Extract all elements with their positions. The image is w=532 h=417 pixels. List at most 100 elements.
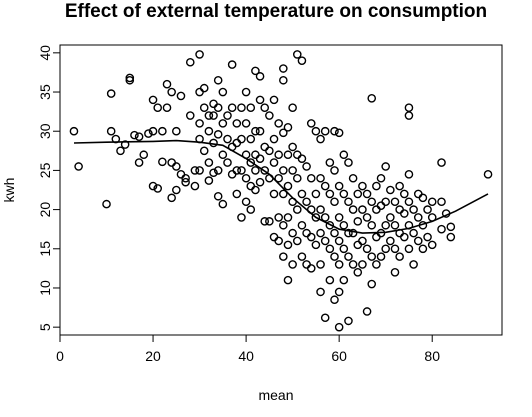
data-point-69 xyxy=(227,170,237,179)
data-point-211 xyxy=(362,244,372,254)
data-point-204 xyxy=(353,267,363,277)
data-point-47 xyxy=(204,126,214,136)
data-point-218 xyxy=(372,181,381,191)
data-point-206 xyxy=(358,205,367,214)
y-axis-label: kwh xyxy=(1,178,17,203)
data-point-215 xyxy=(367,220,377,230)
data-point-162 xyxy=(316,260,325,269)
data-point-237 xyxy=(395,181,404,191)
data-point-175 xyxy=(330,166,339,175)
data-point-84 xyxy=(246,134,256,144)
data-point-6 xyxy=(116,146,125,156)
data-point-178 xyxy=(330,252,339,261)
data-point-150 xyxy=(306,173,316,183)
data-point-42 xyxy=(195,166,204,175)
data-point-48 xyxy=(204,158,214,167)
data-point-46 xyxy=(204,111,214,120)
data-point-3 xyxy=(106,89,116,98)
data-point-127 xyxy=(283,240,293,250)
data-point-270 xyxy=(483,170,493,179)
data-point-100 xyxy=(260,166,270,175)
data-point-249 xyxy=(404,244,414,254)
y-tick-label-0: 5 xyxy=(37,323,53,331)
data-point-153 xyxy=(306,264,316,273)
data-point-253 xyxy=(413,189,423,199)
x-axis-label: mean xyxy=(258,387,293,403)
data-point-17 xyxy=(148,181,158,191)
data-point-229 xyxy=(381,244,390,254)
data-point-111 xyxy=(274,119,283,128)
data-point-255 xyxy=(413,236,423,246)
data-point-79 xyxy=(241,119,251,128)
data-point-98 xyxy=(260,103,270,113)
data-point-176 xyxy=(330,197,339,207)
data-point-158 xyxy=(316,134,325,144)
data-point-86 xyxy=(246,181,256,191)
data-point-24 xyxy=(167,87,176,97)
data-point-164 xyxy=(320,126,330,136)
data-point-165 xyxy=(320,181,330,191)
data-point-97 xyxy=(255,177,265,187)
smooth-fit-line xyxy=(73,139,489,234)
data-point-144 xyxy=(297,252,307,261)
data-point-259 xyxy=(423,205,432,214)
data-point-25 xyxy=(167,158,176,167)
data-point-118 xyxy=(279,128,288,138)
data-point-44 xyxy=(199,103,209,113)
line-layer xyxy=(73,139,489,234)
data-point-140 xyxy=(297,56,307,65)
data-point-234 xyxy=(390,220,400,230)
data-point-133 xyxy=(288,228,297,238)
data-point-146 xyxy=(302,197,311,207)
data-point-4 xyxy=(106,126,116,136)
data-point-101 xyxy=(260,217,270,226)
data-point-233 xyxy=(390,197,400,207)
x-tick-label-0: 0 xyxy=(56,348,64,364)
data-point-258 xyxy=(418,244,428,254)
data-point-252 xyxy=(409,260,418,269)
data-point-96 xyxy=(255,154,265,163)
data-point-186 xyxy=(334,322,344,332)
data-point-64 xyxy=(223,134,232,144)
data-point-87 xyxy=(246,205,256,214)
data-point-51 xyxy=(209,111,218,120)
data-point-67 xyxy=(227,103,237,113)
data-point-23 xyxy=(162,103,172,113)
data-point-95 xyxy=(255,126,265,136)
data-point-75 xyxy=(237,134,246,144)
data-point-200 xyxy=(348,260,358,269)
data-point-180 xyxy=(334,128,344,138)
data-point-246 xyxy=(404,170,414,179)
data-point-254 xyxy=(413,213,423,222)
data-point-92 xyxy=(251,185,260,195)
data-point-123 xyxy=(283,122,293,132)
data-point-58 xyxy=(213,191,223,201)
data-point-172 xyxy=(325,244,335,254)
data-point-174 xyxy=(330,126,339,136)
data-point-236 xyxy=(390,267,400,277)
data-point-124 xyxy=(283,150,293,160)
data-point-222 xyxy=(376,173,386,183)
data-point-2 xyxy=(102,199,111,209)
data-point-210 xyxy=(362,213,372,222)
data-point-243 xyxy=(399,232,409,242)
data-point-187 xyxy=(339,150,349,160)
data-point-245 xyxy=(404,111,414,120)
x-axis: 0 20 40 60 80 xyxy=(56,335,440,364)
data-point-53 xyxy=(209,168,218,178)
data-point-14 xyxy=(144,129,153,138)
data-point-238 xyxy=(395,205,404,214)
data-point-72 xyxy=(232,166,242,175)
data-point-61 xyxy=(218,150,228,160)
data-point-89 xyxy=(251,126,260,136)
data-point-240 xyxy=(395,252,404,261)
data-point-241 xyxy=(399,189,409,199)
data-point-74 xyxy=(237,103,246,113)
data-point-7 xyxy=(120,140,130,149)
data-point-103 xyxy=(265,146,274,156)
data-point-9 xyxy=(125,75,135,85)
data-point-166 xyxy=(320,213,330,222)
data-point-225 xyxy=(376,252,386,261)
data-point-228 xyxy=(381,220,390,230)
data-point-63 xyxy=(223,111,232,120)
